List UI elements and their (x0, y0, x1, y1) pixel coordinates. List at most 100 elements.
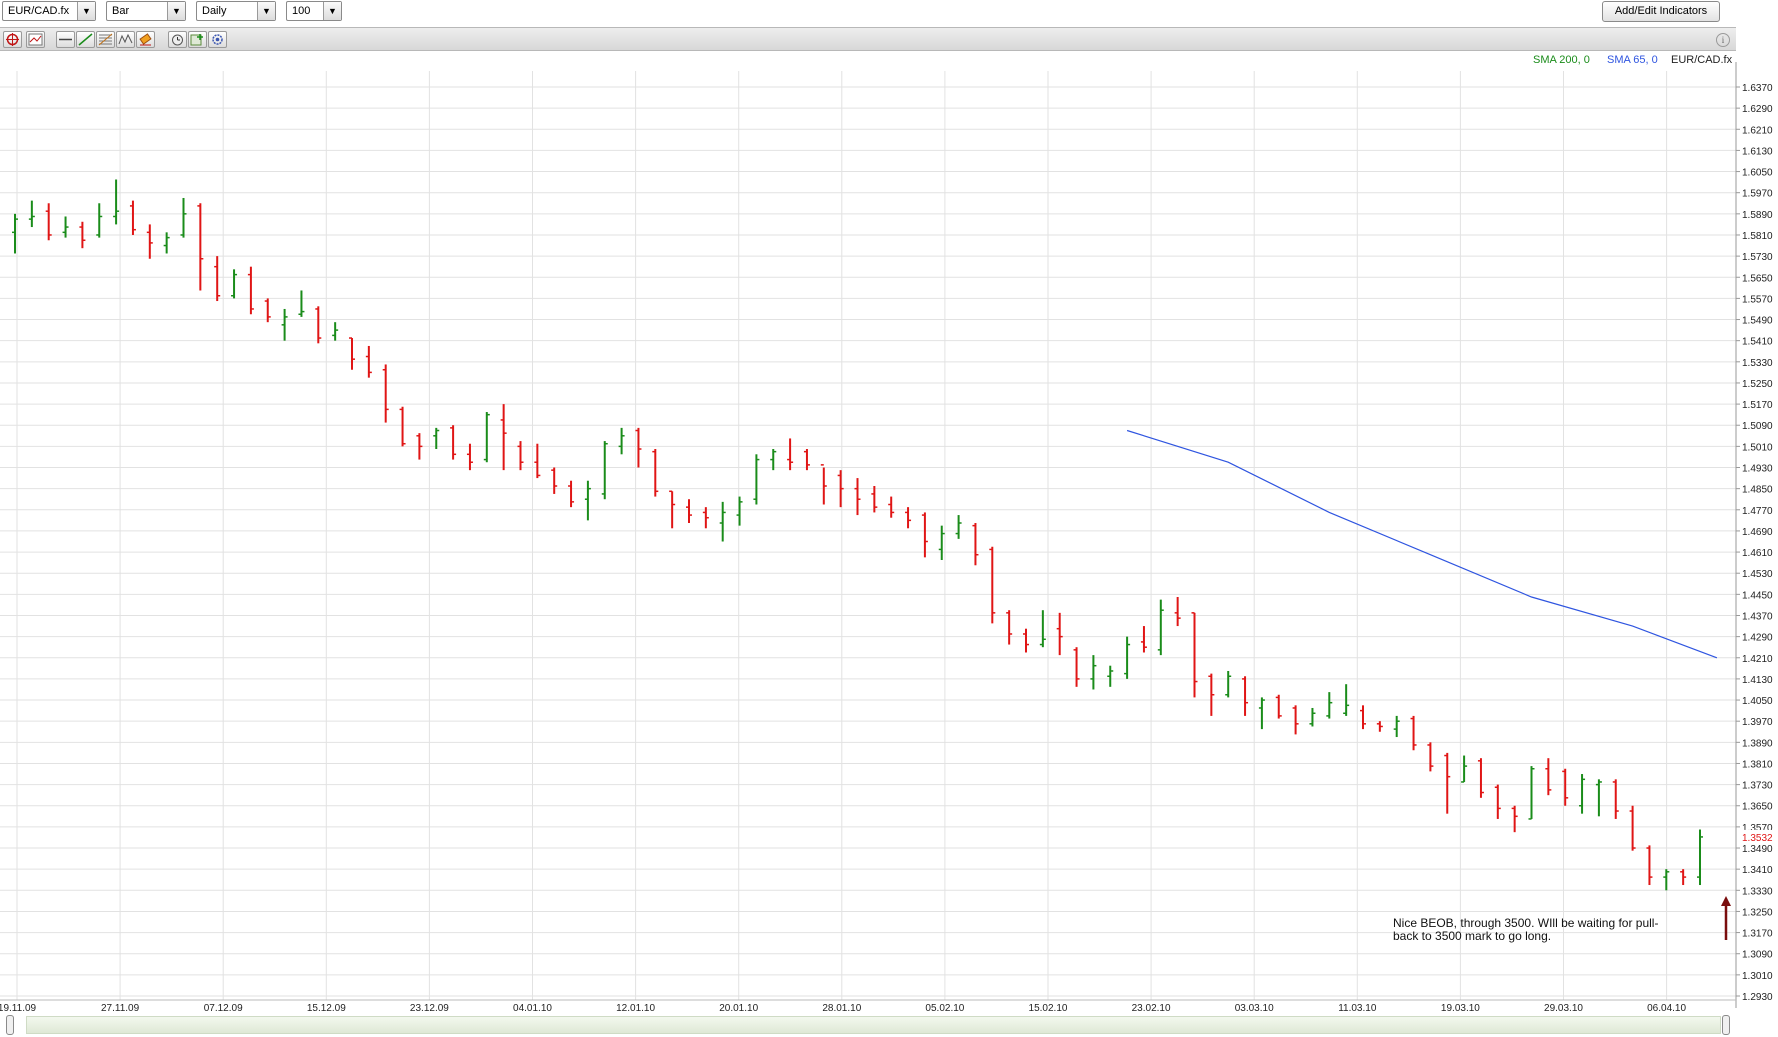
settings-icon[interactable] (208, 31, 227, 48)
ohlc-bar (349, 337, 355, 370)
chart-type-select[interactable]: Bar ▼ (106, 1, 186, 21)
ohlc-bar (1157, 599, 1164, 656)
symbol-value: EUR/CAD.fx (8, 5, 70, 17)
x-tick-label: 27.11.09 (101, 1003, 140, 1013)
ohlc-bar (1107, 665, 1114, 687)
price-chart[interactable]: 1.6370 1.6290 1.6210 1.6130 1.6050 1.5970 1.58… (0, 0, 1778, 1013)
ohlc-bar (1343, 684, 1350, 716)
ohlc-bar (871, 486, 878, 513)
ohlc-bar (1376, 721, 1383, 732)
ohlc-bar (669, 490, 676, 529)
legend-sma200: SMA 200, 0 (1533, 54, 1590, 66)
ohlc-bar (214, 256, 221, 302)
y-tick-label: 1.4050 (1742, 696, 1773, 707)
ohlc-bar (921, 512, 928, 558)
y-tick-label: 1.4930 (1742, 464, 1773, 475)
add-study-icon[interactable] (188, 31, 207, 48)
symbol-select[interactable]: EUR/CAD.fx ▼ (2, 1, 96, 21)
ohlc-bar (517, 441, 524, 471)
ohlc-bar (905, 507, 912, 529)
ohlc-bar (1562, 768, 1569, 806)
eraser-icon[interactable] (136, 31, 155, 48)
y-tick-label: 1.3250 (1742, 907, 1773, 918)
ohlc-bar (163, 232, 170, 254)
x-tick-label: 04.01.10 (513, 1003, 552, 1013)
sma65-line (1126, 429, 1718, 659)
chevron-down-icon[interactable]: ▼ (257, 2, 275, 20)
y-tick-label: 1.5410 (1742, 337, 1773, 348)
ohlc-bar (820, 464, 827, 505)
ohlc-bar (1528, 766, 1535, 820)
ohlc-bar (1410, 715, 1417, 751)
crosshair-icon[interactable] (3, 31, 22, 48)
y-tick-label: 1.4130 (1742, 675, 1773, 686)
ohlc-bar (1242, 676, 1249, 716)
y-tick-label: 1.3810 (1742, 759, 1773, 770)
ohlc-bar (584, 480, 591, 521)
y-tick-label: 1.3890 (1742, 738, 1773, 749)
ohlc-bar (1427, 742, 1434, 772)
ohlc-bar (1140, 626, 1147, 653)
time-navigator[interactable] (0, 1013, 1736, 1037)
chart-style-icon[interactable] (26, 31, 45, 48)
ohlc-bar (787, 438, 794, 471)
ohlc-bar (652, 449, 659, 497)
y-tick-label: 1.3730 (1742, 781, 1773, 792)
ohlc-bar (1056, 612, 1063, 656)
ohlc-bar (888, 496, 895, 518)
add-edit-indicators-button[interactable]: Add/Edit Indicators (1602, 1, 1720, 22)
ohlc-bar (770, 449, 777, 471)
x-tick-label: 23.02.10 (1132, 1003, 1171, 1013)
x-tick-label: 03.03.10 (1235, 1003, 1274, 1013)
ohlc-bar (736, 496, 743, 526)
ohlc-bar (1275, 694, 1282, 719)
ohlc-bar (129, 200, 136, 235)
y-tick-label: 1.4450 (1742, 590, 1773, 601)
ohlc-bar (1697, 829, 1703, 886)
y-tick-label: 1.5490 (1742, 316, 1773, 327)
ohlc-bar (1124, 636, 1131, 679)
legend-sma65: SMA 65, 0 (1607, 54, 1658, 66)
bars-count-select[interactable]: 100 ▼ (286, 1, 342, 21)
y-tick-label: 1.5010 (1742, 442, 1773, 453)
ohlc-bar (1477, 758, 1484, 798)
ohlc-bar (197, 203, 204, 291)
chart-type-value: Bar (112, 5, 130, 17)
ohlc-bar (315, 306, 322, 344)
bars-count-value: 100 (292, 5, 311, 17)
info-icon[interactable]: i (1716, 33, 1730, 47)
y-tick-label: 1.3650 (1742, 802, 1773, 813)
drawing-toolbar: i (0, 27, 1736, 51)
y-tick-label: 1.5090 (1742, 421, 1773, 432)
annotation-arrow-head (1721, 896, 1731, 906)
x-tick-label: 11.03.10 (1338, 1003, 1377, 1013)
navigator-range[interactable] (26, 1016, 1721, 1034)
chevron-down-icon[interactable]: ▼ (323, 2, 341, 20)
trend-line-icon[interactable] (76, 31, 95, 48)
navigator-right-handle[interactable] (1722, 1015, 1730, 1035)
interval-select[interactable]: Daily ▼ (196, 1, 276, 21)
pattern-icon[interactable] (116, 31, 135, 48)
fibonacci-icon[interactable] (96, 31, 115, 48)
ohlc-bar (28, 200, 35, 228)
legend-symbol: EUR/CAD.fx (1671, 54, 1733, 66)
x-tick-label: 15.02.10 (1029, 1003, 1068, 1013)
chevron-down-icon[interactable]: ▼ (77, 2, 95, 20)
x-tick-label: 19.11.09 (0, 1003, 37, 1013)
y-axis-labels: 1.6370 1.6290 1.6210 1.6130 1.6050 1.5970 1.58… (1742, 83, 1773, 1003)
ohlc-bar (62, 216, 69, 238)
ohlc-bar (955, 515, 962, 539)
ohlc-bar (1309, 707, 1316, 727)
alarm-icon[interactable] (168, 31, 187, 48)
y-tick-label: 1.5970 (1742, 189, 1773, 200)
chevron-down-icon[interactable]: ▼ (167, 2, 185, 20)
navigator-left-handle[interactable] (6, 1015, 14, 1035)
ohlc-bar (382, 364, 389, 423)
ohlc-bar (483, 412, 490, 463)
ohlc-bar (568, 480, 575, 508)
ohlc-bar (534, 443, 541, 479)
ohlc-bar (1174, 596, 1181, 627)
ohlc-bar (332, 322, 339, 341)
ohlc-bar (1393, 715, 1400, 738)
horizontal-line-icon[interactable] (56, 31, 75, 48)
